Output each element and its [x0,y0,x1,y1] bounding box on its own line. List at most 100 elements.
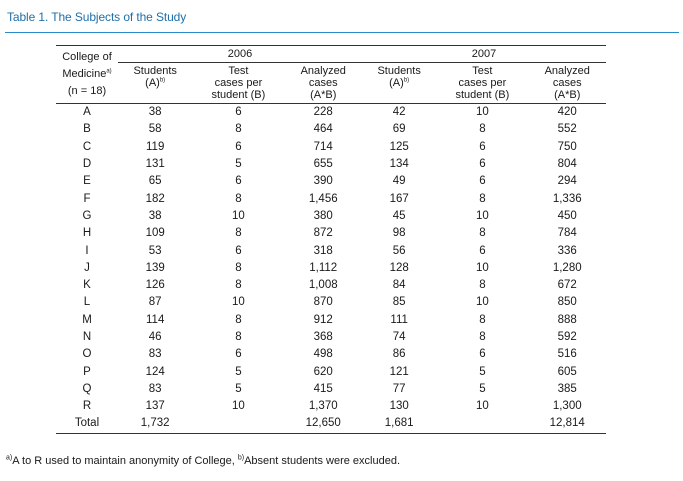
table-cell: 6 [235,140,242,153]
table-cell: 318 [313,244,333,257]
table-cell: 8 [235,331,242,343]
table-row: G 38 10 380 45 10 450 [56,208,606,225]
table-title: Table 1. The Subjects of the Study [7,10,187,24]
table-cell: 8 [479,227,486,240]
table-cell: 380 [313,209,333,222]
subjects-table: College of Medicinea) (n = 18) 2006 2007… [56,45,606,434]
table-cell: B [83,123,91,136]
table-cell: F [83,192,91,205]
college-header-line3: (n = 18) [67,85,107,97]
table-cell: 672 [557,279,577,292]
table-cell: R [82,400,92,413]
table-row: C 119 6 714 125 6 750 [56,139,606,156]
table-cell: 83 [148,382,162,395]
table-row: Q 83 5 415 77 5 385 [56,381,606,398]
table-cell: 620 [313,365,333,378]
table-cell: M [82,313,92,326]
table-cell: 77 [392,382,406,395]
year-2007-header: 2007 [361,45,606,63]
table-cell: 5 [235,382,242,395]
table-cell: P [83,365,91,378]
test-cases-2007-header: Test cases per student (B) [436,62,529,104]
table-cell: 6 [479,244,486,257]
table-cell: 86 [392,348,406,361]
table-cell: 8 [479,123,486,136]
table-cell: 1,456 [308,192,338,205]
table-cell: 872 [313,227,333,240]
table-body: A 38 6 228 42 10 420 B 58 8 464 69 8 552 C 119 6 714 125 6 7… [56,104,606,434]
table-row: E 65 6 390 49 6 294 [56,173,606,190]
table-cell: 131 [145,158,165,171]
table-cell: 415 [313,382,333,395]
table-cell: 850 [557,296,577,309]
table-cell: 294 [557,175,577,188]
table-cell: 10 [232,209,245,222]
table-cell: 167 [389,192,409,205]
table-cell: L [83,296,91,309]
analyzed-2007-header: Analyzed cases (A*B) [528,62,606,104]
table-cell: 1,370 [308,400,338,413]
table-cell: 46 [148,331,162,343]
table-cell: 45 [392,209,406,222]
table-cell: 83 [148,348,162,361]
table-cell: 126 [145,279,165,292]
table-cell: 6 [235,175,242,188]
table-row: R 137 10 1,370 130 10 1,300 [56,398,606,415]
table-cell: 12,814 [528,415,606,434]
table-cell: 8 [235,313,242,326]
table-cell: 655 [313,158,333,171]
table-cell: 552 [557,123,577,136]
table-cell: 139 [145,261,165,274]
table-cell: 5 [479,365,486,378]
table-cell: 714 [313,140,333,153]
table-cell: 385 [557,382,577,395]
table-cell: 6 [235,244,242,257]
table-cell: 498 [313,348,333,361]
table-cell: 56 [392,244,406,257]
college-header-line1: College of [62,51,112,63]
table-row: L 87 10 870 85 10 850 [56,294,606,311]
students-2007-header: Students (A)b) [361,62,437,104]
table-cell: Total [56,415,118,434]
table-cell: O [82,348,92,361]
table-cell: 8 [235,227,242,240]
table-cell: 804 [557,158,577,171]
table-cell: 65 [148,175,162,188]
table-cell: 1,300 [552,400,582,413]
table-row: B 58 8 464 69 8 552 [56,121,606,138]
table-cell: 8 [479,331,486,343]
table-cell: 49 [392,175,406,188]
table-cell: 137 [145,400,165,413]
table-cell: N [82,331,92,343]
college-header: College of Medicinea) (n = 18) [56,45,118,104]
analyzed-2006-header: Analyzed cases (A*B) [284,62,362,104]
table-cell: 8 [479,279,486,292]
table-row-total: Total 1,732 12,650 1,681 12,814 [56,415,606,434]
table-cell: 912 [313,313,333,326]
students-2006-header: Students (A)b) [118,62,193,104]
table-row: P 124 5 620 121 5 605 [56,363,606,380]
table-cell: 750 [557,140,577,153]
table-cell: 134 [389,158,409,171]
footnote: a)A to R used to maintain anonymity of C… [6,454,401,467]
table-cell: 450 [557,209,577,222]
table-row: A 38 6 228 42 10 420 [56,104,606,122]
table-cell: 1,280 [552,261,582,274]
table-cell: 38 [148,106,162,119]
table-cell: 98 [392,227,406,240]
table-cell: 125 [389,140,409,153]
table-cell: 5 [479,382,486,395]
table-cell: 516 [557,348,577,361]
table-cell: 10 [476,209,489,222]
table-cell: 1,112 [309,261,338,274]
table-cell: 605 [557,365,577,378]
table-cell: 8 [235,279,242,292]
table-cell: 74 [392,331,406,343]
table-cell: A [83,106,91,119]
table-cell: 58 [148,123,162,136]
table-row: H 109 8 872 98 8 784 [56,225,606,242]
table-cell: 784 [557,227,577,240]
table-cell: 6 [235,348,242,361]
table-cell: 888 [557,313,577,326]
table-cell [436,415,529,434]
